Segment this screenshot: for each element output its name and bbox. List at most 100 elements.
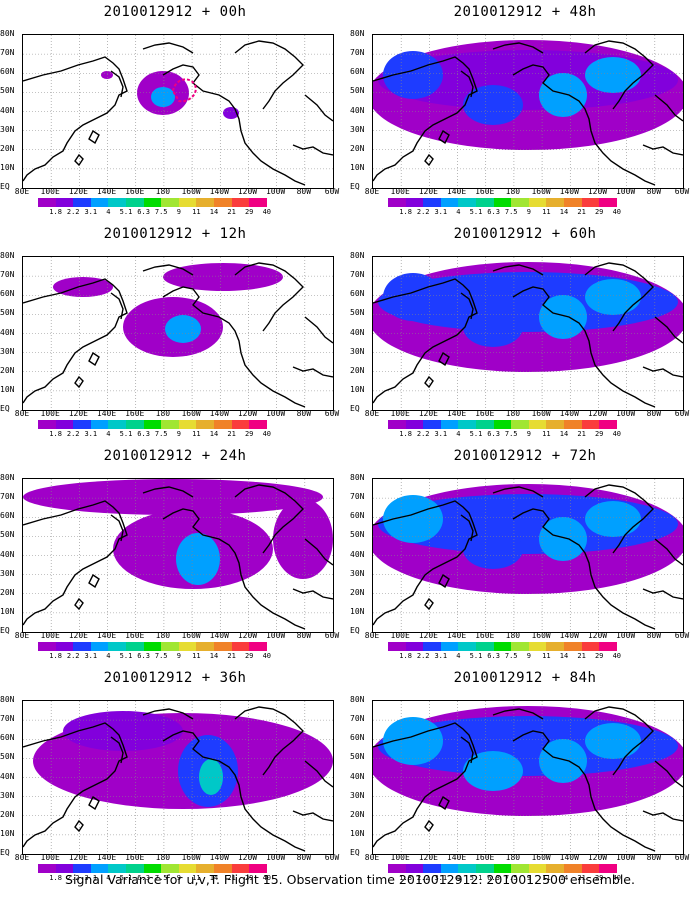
panel-title: 2010012912 + 12h xyxy=(103,226,247,242)
coastline xyxy=(642,366,683,378)
colorbar-swatch xyxy=(108,420,126,429)
lon-label: 160W xyxy=(181,853,201,862)
colorbar-label: 40 xyxy=(262,430,272,438)
colorbar-label: 6.3 xyxy=(137,430,150,438)
lon-label: 180 xyxy=(505,631,521,640)
lon-label: 160W xyxy=(181,409,201,418)
colorbar-swatch xyxy=(178,198,197,207)
colorbar-swatch xyxy=(528,864,547,873)
coastline xyxy=(234,706,304,776)
colorbar-label: 7.5 xyxy=(504,430,518,438)
colorbar-label: 5.1 xyxy=(119,874,133,882)
coastline xyxy=(162,508,306,630)
colorbar-swatch xyxy=(493,420,512,429)
colorbar-label: 29 xyxy=(244,652,254,660)
lat-label: 50N xyxy=(350,530,365,540)
colorbar-swatch xyxy=(178,642,197,651)
map-panel: 2010012912 + 24h 80N 70N 60N 50N 40N 30N 20N 10N… xyxy=(0,444,350,664)
lat-label: 40N xyxy=(350,105,365,115)
colorbar-label: 21 xyxy=(577,430,586,438)
lon-label: 160E xyxy=(125,409,145,418)
colorbar-swatch xyxy=(581,198,600,207)
colorbar-swatch xyxy=(108,864,126,873)
colorbar-swatch xyxy=(73,198,91,207)
colorbar-label: 1.8 xyxy=(399,652,412,660)
lon-label: 120W xyxy=(587,631,608,640)
variance-shading xyxy=(383,717,443,765)
colorbar-swatch xyxy=(55,198,74,207)
lon-label: 160E xyxy=(125,631,145,640)
colorbar-label: 29 xyxy=(594,652,604,660)
lon-label: 120W xyxy=(237,409,258,418)
coastline xyxy=(642,810,683,822)
colorbar-swatch xyxy=(458,642,476,651)
colorbar-swatch xyxy=(161,198,179,207)
colorbar-label: 21 xyxy=(577,208,586,216)
colorbar-label: 3.1 xyxy=(84,652,98,660)
coastline xyxy=(234,262,304,332)
colorbar-label: 3.1 xyxy=(84,430,98,438)
lon-label: 80E xyxy=(14,631,30,640)
lon-label: 140E xyxy=(96,853,117,862)
lon-label: 80W xyxy=(296,409,312,418)
coastline xyxy=(373,500,478,626)
colorbar-swatch xyxy=(405,864,424,873)
colorbar-swatch xyxy=(564,864,582,873)
panel-title: 2010012912 + 60h xyxy=(453,226,597,242)
lon-label: 160W xyxy=(531,409,551,418)
lon-label: 100E xyxy=(40,631,60,640)
colorbar-label: 4 xyxy=(106,430,111,438)
lat-label: 60N xyxy=(0,511,15,521)
lon-label: 80E xyxy=(14,187,30,196)
colorbar-swatch xyxy=(564,642,582,651)
colorbar-label: 2.2 xyxy=(66,208,80,216)
colorbar-swatch xyxy=(581,420,600,429)
colorbar-swatch xyxy=(405,642,424,651)
coastline xyxy=(438,351,450,367)
colorbar-label: 11 xyxy=(542,874,551,882)
colorbar-swatch xyxy=(161,420,179,429)
lat-label: 40N xyxy=(350,549,365,559)
lon-label: 160E xyxy=(125,853,145,862)
coastline xyxy=(642,588,683,600)
colorbar-swatch xyxy=(143,642,162,651)
colorbar-label: 29 xyxy=(594,430,604,438)
colorbar-label: 5.1 xyxy=(119,430,133,438)
colorbar-swatch xyxy=(599,642,617,651)
colorbar-label: 14 xyxy=(559,430,569,438)
lon-label: 100E xyxy=(390,409,410,418)
colorbar-swatch xyxy=(143,420,162,429)
colorbar-swatch xyxy=(73,864,91,873)
coastline xyxy=(292,588,333,600)
variance-shading xyxy=(199,759,223,795)
lon-label: 60W xyxy=(324,187,340,196)
colorbar-label: 14 xyxy=(209,430,219,438)
lon-label: 140E xyxy=(96,631,117,640)
lon-label: 120W xyxy=(237,853,258,862)
lon-label: 160E xyxy=(475,409,495,418)
variance-shading xyxy=(383,273,443,321)
coastline xyxy=(292,810,333,822)
coastline xyxy=(654,760,683,788)
lon-label: 140E xyxy=(96,187,117,196)
lon-label: 140W xyxy=(209,187,229,196)
coastline xyxy=(460,736,474,764)
lon-label: 120W xyxy=(587,409,608,418)
colorbar-swatch xyxy=(511,642,529,651)
colorbar-label: 14 xyxy=(559,652,569,660)
map-svg xyxy=(23,479,333,632)
coastline xyxy=(304,316,333,344)
variance-shading xyxy=(151,87,175,107)
map-svg xyxy=(373,701,683,854)
variance-shading xyxy=(463,529,523,569)
lon-label: 60W xyxy=(674,187,690,196)
lon-label: 140E xyxy=(446,631,467,640)
coastline xyxy=(424,153,434,167)
coastline xyxy=(74,153,84,167)
map-area xyxy=(372,34,684,189)
lon-label: 120W xyxy=(237,187,258,196)
lon-label: 80E xyxy=(364,853,380,862)
colorbar-swatch xyxy=(458,420,476,429)
coastline xyxy=(424,375,434,389)
colorbar-swatch xyxy=(440,420,459,429)
